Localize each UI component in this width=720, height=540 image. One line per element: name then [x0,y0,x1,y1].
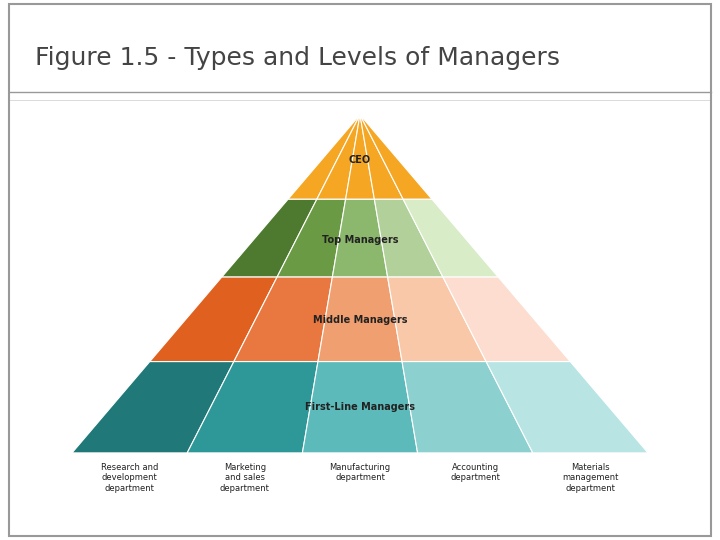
Polygon shape [402,362,533,453]
Text: CEO: CEO [349,156,371,165]
Polygon shape [333,199,387,277]
Text: First-Line Managers: First-Line Managers [305,402,415,412]
Polygon shape [288,115,360,199]
Text: Materials
management
department: Materials management department [562,463,618,493]
Polygon shape [360,115,432,199]
Polygon shape [318,277,402,362]
Text: Middle Managers: Middle Managers [312,315,408,325]
Text: Manufacturing
department: Manufacturing department [330,463,390,482]
Polygon shape [317,115,360,199]
Polygon shape [360,115,403,199]
Text: Accounting
department: Accounting department [450,463,500,482]
Polygon shape [72,362,234,453]
Polygon shape [222,199,317,277]
Polygon shape [302,362,418,453]
Polygon shape [150,277,277,362]
Polygon shape [374,199,443,277]
Polygon shape [277,199,346,277]
Text: Marketing
and sales
department: Marketing and sales department [220,463,270,493]
Text: Figure 1.5 - Types and Levels of Managers: Figure 1.5 - Types and Levels of Manager… [35,46,560,70]
Polygon shape [346,115,374,199]
Polygon shape [187,362,318,453]
Text: Research and
development
department: Research and development department [101,463,158,493]
Polygon shape [403,199,498,277]
Polygon shape [387,277,486,362]
Polygon shape [443,277,570,362]
Text: Top Managers: Top Managers [322,235,398,245]
Polygon shape [486,362,648,453]
Polygon shape [234,277,333,362]
